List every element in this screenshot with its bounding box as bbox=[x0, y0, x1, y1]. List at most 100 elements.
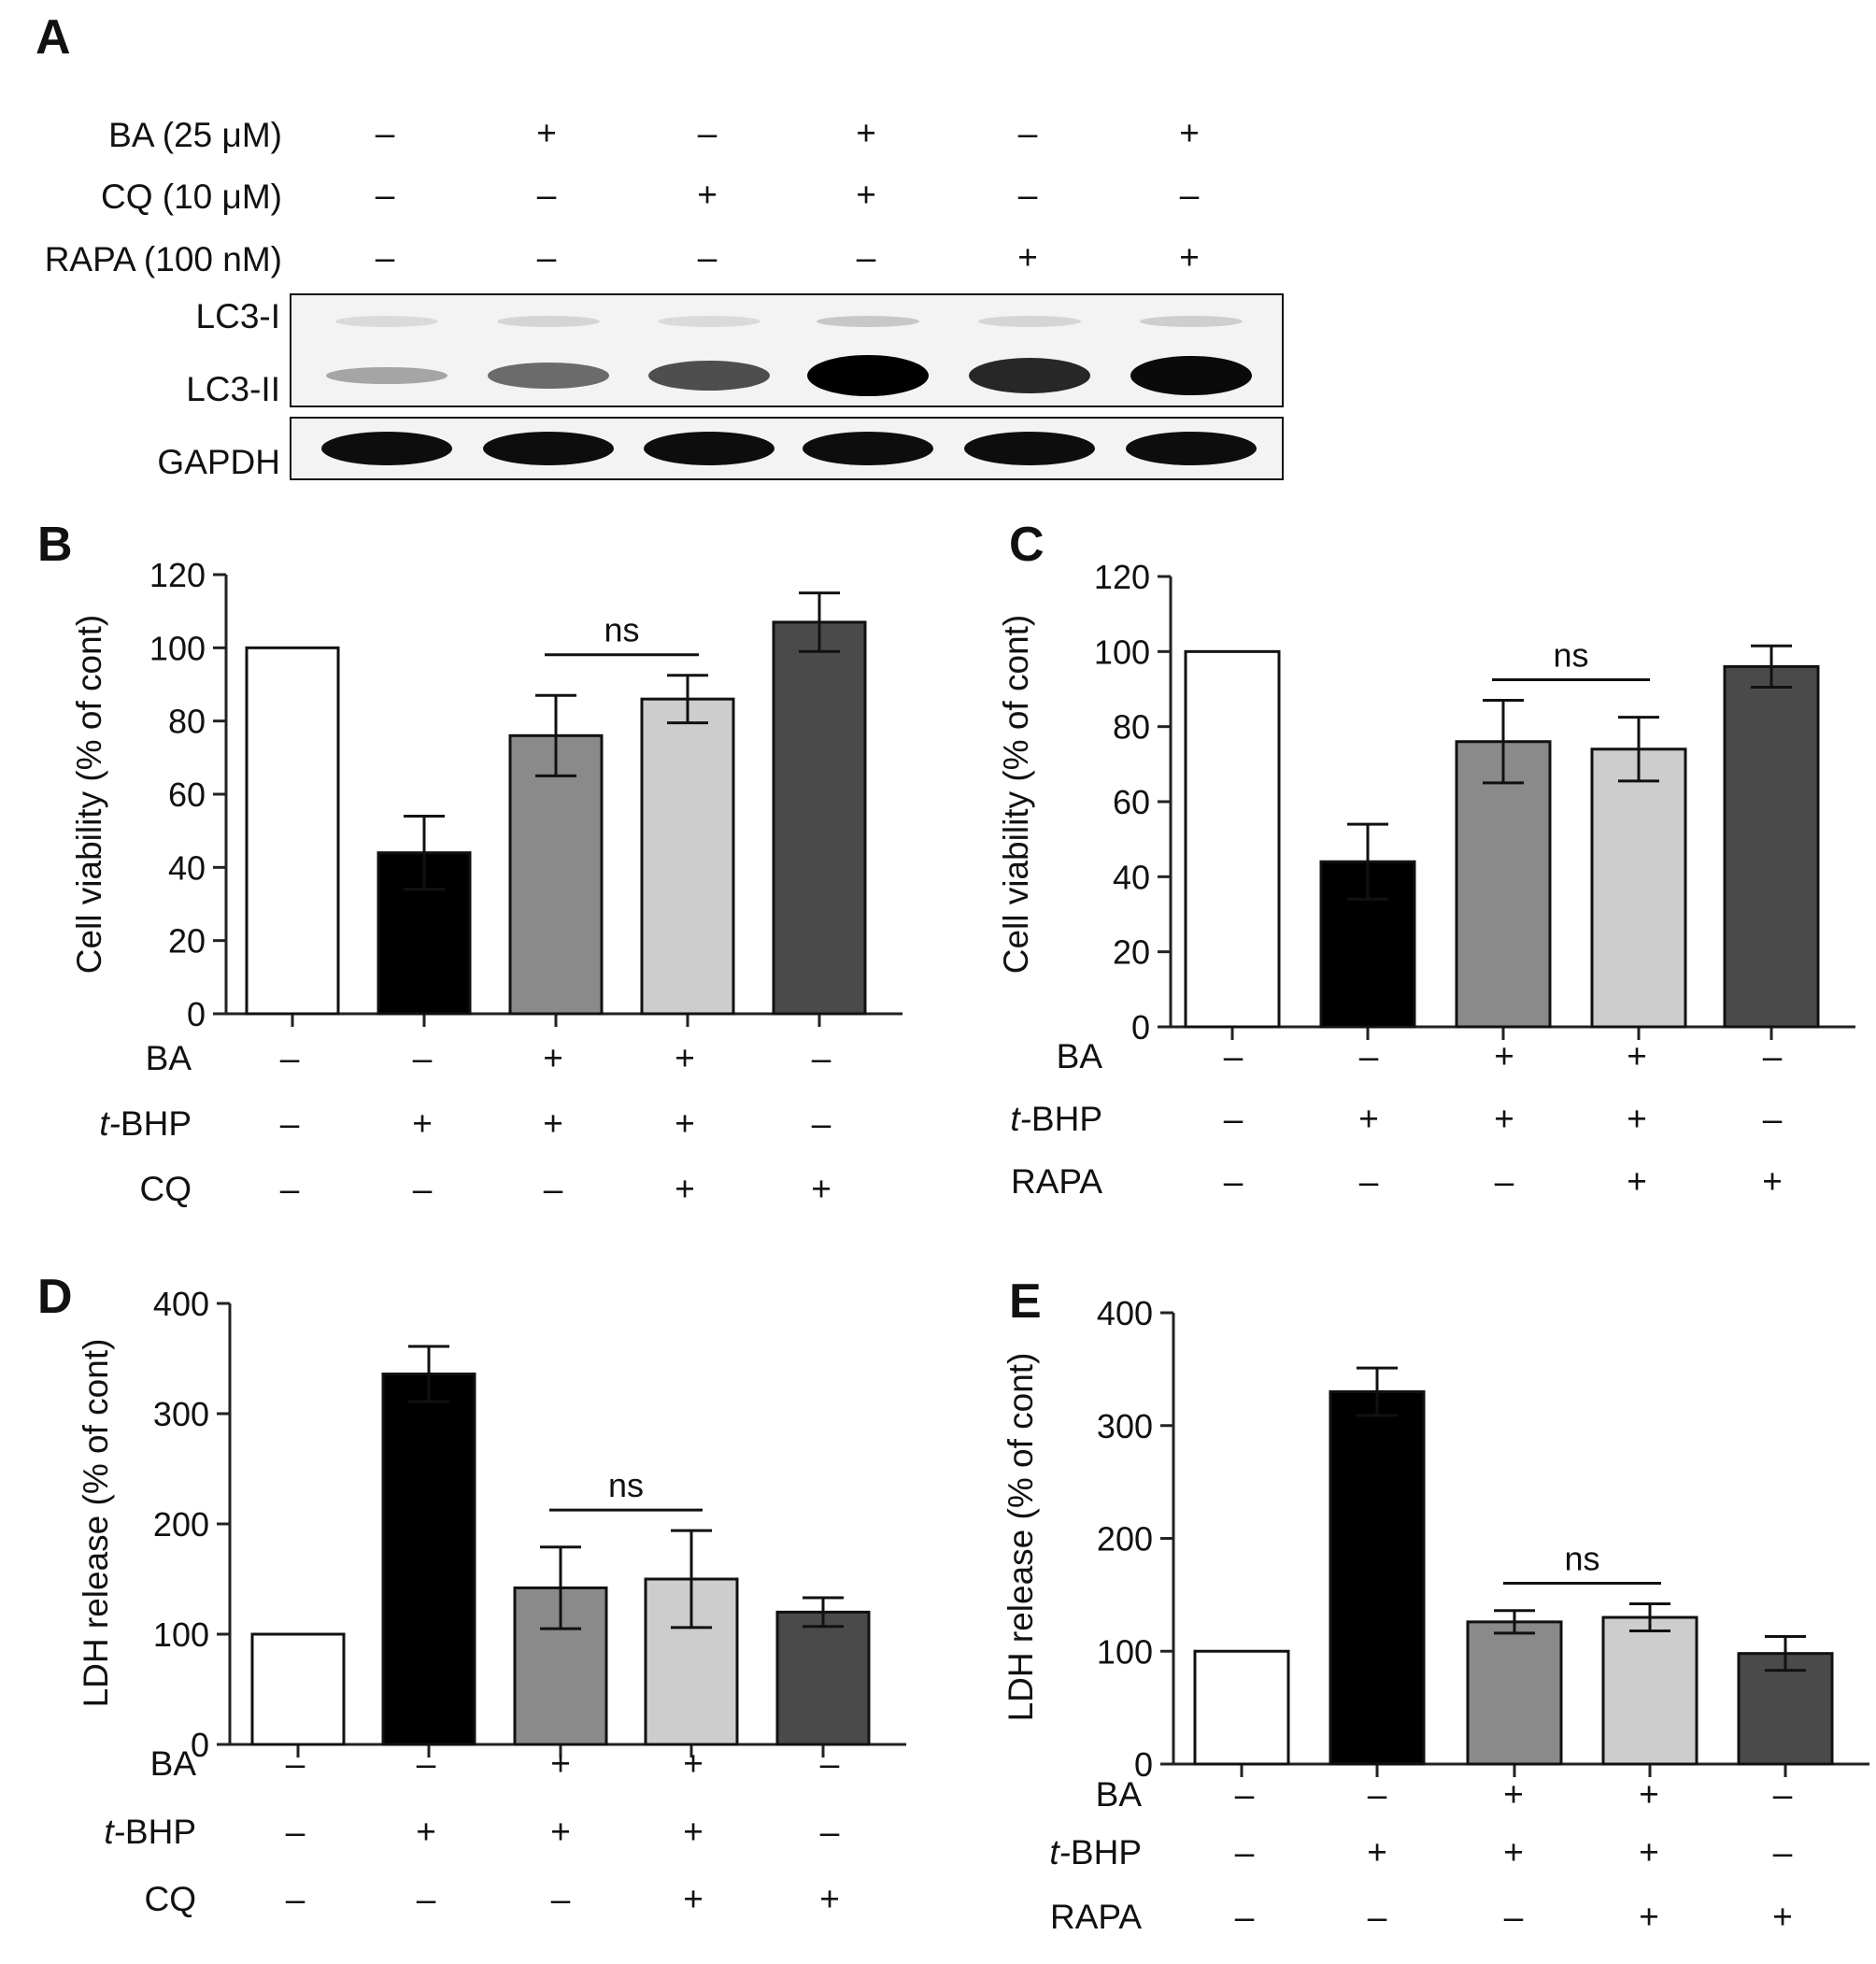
treatment-sign: – bbox=[1359, 1162, 1379, 1201]
treatment-row-label: t-BHP bbox=[1010, 1100, 1102, 1138]
bar bbox=[1590, 747, 1687, 1029]
treatment-row-label: t-BHP bbox=[1049, 1833, 1142, 1871]
treatment-row-label: BA bbox=[146, 1039, 192, 1077]
bar bbox=[775, 1610, 871, 1746]
treatment-sign: – bbox=[1224, 1162, 1244, 1201]
y-tick-label: 100 bbox=[149, 629, 206, 667]
treatment-sign: + bbox=[536, 114, 557, 152]
treatment-sign: – bbox=[544, 1170, 563, 1208]
y-tick-label: 80 bbox=[1113, 708, 1150, 747]
treatment-sign: – bbox=[286, 1744, 306, 1783]
treatment-sign: – bbox=[1235, 1898, 1255, 1936]
treatment-row-label: BA bbox=[1096, 1775, 1143, 1814]
treatment-sign: – bbox=[1763, 1100, 1783, 1138]
treatment-sign: + bbox=[675, 1170, 695, 1208]
treatment-sign: – bbox=[1017, 176, 1038, 214]
treatment-sign: – bbox=[697, 238, 718, 277]
y-tick-label: 300 bbox=[1097, 1407, 1153, 1445]
treatment-label-ba: BA (25 μM) bbox=[108, 116, 282, 154]
bar bbox=[1193, 1649, 1290, 1766]
treatment-sign: + bbox=[1639, 1833, 1659, 1871]
panel-letter-b: B bbox=[37, 518, 73, 572]
lc3i-band bbox=[1140, 316, 1243, 327]
treatment-sign: – bbox=[812, 1039, 831, 1077]
treatment-label-rapa: RAPA (100 nM) bbox=[44, 240, 282, 278]
treatment-sign: – bbox=[286, 1880, 306, 1918]
gapdh-band bbox=[321, 432, 452, 465]
treatment-sign: + bbox=[856, 176, 876, 214]
treatment-sign: + bbox=[1179, 238, 1200, 277]
treatment-sign: – bbox=[820, 1744, 840, 1783]
treatment-sign: + bbox=[1639, 1775, 1659, 1814]
y-tick-label: 100 bbox=[153, 1615, 209, 1654]
treatment-sign: + bbox=[1772, 1898, 1793, 1936]
y-axis-label: LDH release (% of cont) bbox=[77, 1339, 115, 1708]
bar bbox=[508, 733, 604, 1016]
bar bbox=[245, 646, 340, 1016]
treatment-row-label: BA bbox=[1057, 1037, 1103, 1075]
treatment-sign: + bbox=[1179, 114, 1200, 152]
treatment-sign: + bbox=[1627, 1100, 1647, 1138]
bar bbox=[1466, 1620, 1563, 1766]
treatment-row-label: CQ bbox=[140, 1170, 192, 1208]
treatment-sign: – bbox=[536, 176, 557, 214]
panel-letter-c: C bbox=[1009, 518, 1045, 572]
treatment-sign: + bbox=[1494, 1100, 1514, 1138]
blot-label-lc3i: LC3-I bbox=[195, 297, 280, 335]
treatment-sign: + bbox=[416, 1813, 436, 1851]
significance-label: ns bbox=[608, 1466, 644, 1504]
treatment-sign: + bbox=[697, 176, 718, 214]
treatment-sign: – bbox=[1359, 1037, 1379, 1075]
y-axis-label: LDH release (% of cont) bbox=[1002, 1353, 1040, 1722]
treatment-sign: + bbox=[1627, 1162, 1647, 1201]
y-tick-label: 60 bbox=[168, 776, 206, 814]
bar bbox=[1329, 1390, 1426, 1766]
treatment-sign: + bbox=[856, 114, 876, 152]
lc3ii-band bbox=[1130, 355, 1252, 396]
treatment-sign: + bbox=[1762, 1162, 1783, 1201]
treatment-sign: – bbox=[1235, 1775, 1255, 1814]
treatment-row-label: RAPA bbox=[1050, 1898, 1142, 1936]
y-tick-label: 100 bbox=[1097, 1632, 1153, 1671]
treatment-sign: + bbox=[1367, 1833, 1387, 1871]
y-tick-label: 200 bbox=[153, 1505, 209, 1544]
lc3-blot-image bbox=[290, 293, 1284, 407]
treatment-sign: + bbox=[683, 1813, 704, 1851]
panel-letter-d: D bbox=[37, 1270, 73, 1324]
treatment-sign: – bbox=[413, 1170, 433, 1208]
y-tick-label: 60 bbox=[1113, 783, 1150, 821]
bar bbox=[250, 1632, 346, 1746]
treatment-row-label: BA bbox=[150, 1744, 197, 1783]
treatment-sign: – bbox=[1763, 1037, 1783, 1075]
treatment-sign: + bbox=[1494, 1037, 1514, 1075]
y-tick-label: 0 bbox=[1134, 1745, 1153, 1784]
treatment-sign: – bbox=[417, 1744, 436, 1783]
gapdh-band bbox=[803, 432, 933, 465]
y-tick-label: 120 bbox=[149, 556, 206, 594]
bar bbox=[640, 697, 735, 1016]
y-tick-label: 400 bbox=[153, 1285, 209, 1323]
treatment-sign: + bbox=[811, 1170, 831, 1208]
y-tick-label: 0 bbox=[187, 995, 206, 1033]
lc3ii-band bbox=[326, 366, 448, 385]
y-tick-label: 400 bbox=[1097, 1294, 1153, 1332]
lc3i-band bbox=[817, 316, 919, 327]
treatment-sign: – bbox=[1224, 1037, 1244, 1075]
gapdh-band bbox=[964, 432, 1095, 465]
treatment-row-label: CQ bbox=[145, 1880, 197, 1918]
treatment-sign: + bbox=[412, 1104, 433, 1143]
treatment-sign: – bbox=[280, 1039, 300, 1077]
y-tick-label: 80 bbox=[168, 703, 206, 741]
y-axis-label: Cell viability (% of cont) bbox=[70, 615, 108, 975]
treatment-sign: + bbox=[1503, 1775, 1524, 1814]
y-tick-label: 100 bbox=[1094, 633, 1150, 671]
treatment-sign: – bbox=[375, 238, 395, 277]
lc3ii-band bbox=[807, 355, 929, 396]
treatment-row-label: RAPA bbox=[1011, 1162, 1102, 1201]
treatment-sign: – bbox=[1368, 1898, 1387, 1936]
y-tick-label: 120 bbox=[1094, 558, 1150, 596]
bar bbox=[772, 620, 867, 1016]
significance-label: ns bbox=[604, 611, 639, 649]
bar bbox=[1455, 740, 1552, 1029]
bar bbox=[1601, 1615, 1698, 1766]
